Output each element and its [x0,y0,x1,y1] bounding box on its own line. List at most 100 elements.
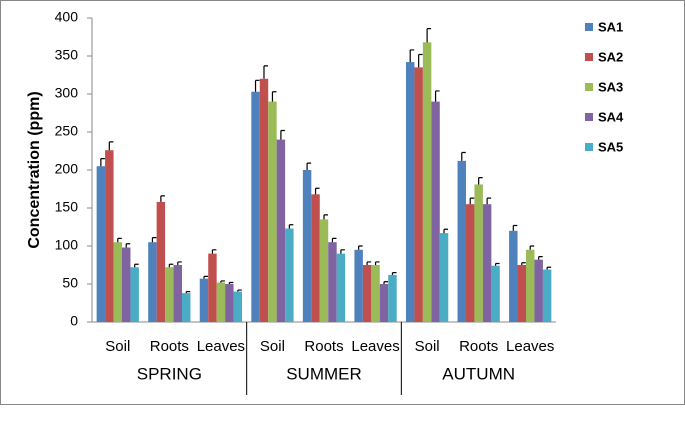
legend-label: SA1 [598,19,623,34]
error-bar [108,141,114,151]
y-tick-label: 200 [55,161,79,177]
legend-label: SA3 [598,79,623,94]
y-tick-label: 350 [55,47,79,63]
bar [491,265,500,322]
bar [517,265,526,322]
error-bar [168,263,174,268]
bar [251,91,260,322]
y-tick-label: 300 [55,85,79,101]
bar [509,230,518,322]
error-bar [185,291,191,294]
legend-label: SA2 [598,49,623,64]
error-bar [374,261,380,265]
bar [405,62,415,323]
error-bar [538,256,543,260]
legend-swatch [585,143,593,151]
legend-swatch [585,53,593,61]
group-label: SUMMER [286,364,362,383]
legend-swatch [585,83,593,91]
bar [534,259,543,322]
bar [311,194,320,322]
bar [465,204,475,322]
bar [388,274,397,322]
error-bar [280,129,285,140]
error-bar [391,272,397,275]
x-tick-label: Leaves [197,338,245,355]
bar [439,233,449,322]
bar [422,42,432,322]
error-bar [237,289,242,292]
error-bar [203,275,208,279]
bar [354,249,363,322]
x-tick-label: Roots [150,338,189,355]
error-bar [512,224,518,231]
y-tick-label: 50 [62,275,78,291]
group-label: SPRING [137,364,202,383]
bar [208,253,217,322]
bar [474,184,483,322]
y-tick-label: 250 [55,123,79,139]
error-bar [254,79,260,92]
bar [130,267,139,322]
legend-swatch [585,23,593,31]
x-tick-label: Soil [105,338,130,355]
bar [542,269,552,322]
error-bar [383,281,389,284]
error-bar [331,237,337,243]
bar [156,201,166,322]
error-bar [434,90,440,102]
error-bar [220,280,225,283]
bar [371,265,380,322]
legend-swatch [585,113,593,121]
bar [233,291,243,322]
error-bar [314,187,320,195]
x-tick-label: Roots [304,338,343,355]
x-tick-label: Soil [415,338,440,355]
error-bar [358,245,363,250]
bar [105,150,114,322]
error-bar [323,214,328,220]
error-bar [478,177,483,185]
y-tick-label: 400 [55,9,79,25]
bar [379,284,389,322]
bar [457,160,466,322]
error-bar [486,197,492,205]
error-bar [160,195,165,202]
bar [431,101,440,322]
bar [148,242,157,322]
error-bar [546,266,552,270]
bar [113,242,123,322]
error-bar [100,158,105,167]
x-tick-label: Leaves [351,338,399,355]
bar [268,101,277,322]
bar [182,293,191,322]
error-bar [521,262,526,265]
error-bar [469,197,475,205]
error-bar [177,261,182,265]
bar [276,139,286,322]
error-bar [125,243,131,248]
y-tick-label: 100 [55,237,79,253]
error-bar [340,249,345,254]
error-bar [461,151,466,161]
x-tick-label: Leaves [506,338,554,355]
group-label: AUTUMN [442,364,515,383]
error-bar [418,53,423,68]
bar [122,247,131,322]
bar [362,265,372,322]
bar [414,67,423,323]
chart-frame [0,0,685,405]
error-bar [211,249,217,254]
error-bar [409,49,415,63]
y-axis-label: Concentration (ppm) [26,91,43,248]
bar [336,253,346,322]
error-bar [366,261,372,265]
error-bar [529,245,535,250]
bar [285,228,294,322]
error-bar [271,91,277,102]
y-tick-label: 0 [70,313,78,329]
error-bar [306,162,312,170]
x-tick-label: Soil [260,338,285,355]
